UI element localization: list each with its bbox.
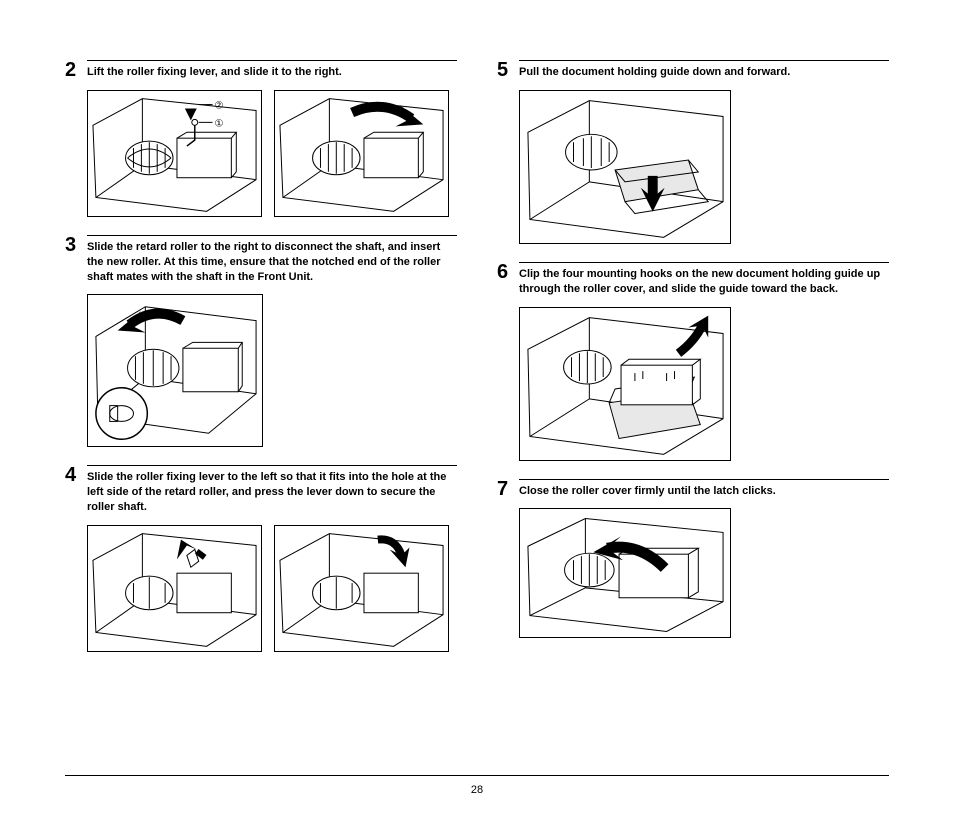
step-text: Clip the four mounting hooks on the new … (519, 267, 889, 297)
roller-lever-lift-svg: ② ① (88, 90, 261, 217)
step-text: Slide the roller fixing lever to the lef… (87, 470, 457, 515)
roller-insert-svg (88, 294, 262, 447)
horizontal-rule (519, 60, 889, 61)
step-text: Lift the roller fixing lever, and slide … (87, 65, 457, 80)
step-body: Slide the retard roller to the right to … (87, 235, 457, 448)
step-body: Pull the document holding guide down and… (519, 60, 889, 244)
illustration-row (519, 508, 889, 638)
step-5: 5 Pull the document holding guide down a… (497, 60, 889, 244)
step-text: Pull the document holding guide down and… (519, 65, 889, 80)
step-body: Clip the four mounting hooks on the new … (519, 262, 889, 461)
horizontal-rule (87, 235, 457, 236)
horizontal-rule (519, 479, 889, 480)
illustration-row (519, 307, 889, 461)
step-4: 4 Slide the roller fixing lever to the l… (65, 465, 457, 652)
callout-2: ② (215, 100, 224, 111)
step-3: 3 Slide the retard roller to the right t… (65, 235, 457, 448)
manual-page: 2 Lift the roller fixing lever, and slid… (0, 0, 954, 818)
illustration-row (87, 294, 457, 447)
illustration-roller-insert (87, 294, 263, 447)
illustration-lever-press-down (274, 525, 449, 652)
step-7: 7 Close the roller cover firmly until th… (497, 479, 889, 639)
horizontal-rule (87, 60, 457, 61)
callout-1: ① (215, 118, 224, 129)
horizontal-rule (519, 262, 889, 263)
horizontal-rule (87, 465, 457, 466)
illustration-guide-pull (519, 90, 731, 244)
illustration-lever-slide-left (87, 525, 262, 652)
illustration-row (87, 525, 457, 652)
right-column: 5 Pull the document holding guide down a… (497, 60, 889, 670)
illustration-guide-clip (519, 307, 731, 461)
page-number: 28 (0, 784, 954, 796)
step-6: 6 Clip the four mounting hooks on the ne… (497, 262, 889, 461)
roller-lever-slide-svg (275, 90, 448, 217)
step-body: Close the roller cover firmly until the … (519, 479, 889, 639)
illustration-row: ② ① (87, 90, 457, 217)
step-text: Close the roller cover firmly until the … (519, 484, 889, 499)
step-number: 6 (497, 262, 519, 461)
step-number: 7 (497, 479, 519, 639)
cover-close-svg (520, 508, 730, 638)
step-text: Slide the retard roller to the right to … (87, 240, 457, 285)
illustration-lever-lift: ② ① (87, 90, 262, 217)
step-number: 2 (65, 60, 87, 217)
step-2: 2 Lift the roller fixing lever, and slid… (65, 60, 457, 217)
guide-clip-svg (520, 307, 730, 461)
step-number: 4 (65, 465, 87, 652)
footer-rule (65, 775, 889, 776)
two-column-layout: 2 Lift the roller fixing lever, and slid… (65, 60, 889, 670)
step-body: Slide the roller fixing lever to the lef… (87, 465, 457, 652)
step-body: Lift the roller fixing lever, and slide … (87, 60, 457, 217)
illustration-row (519, 90, 889, 244)
left-column: 2 Lift the roller fixing lever, and slid… (65, 60, 457, 670)
illustration-lever-slide (274, 90, 449, 217)
guide-pull-svg (520, 90, 730, 244)
lever-press-down-svg (275, 525, 448, 652)
illustration-cover-close (519, 508, 731, 638)
step-number: 5 (497, 60, 519, 244)
lever-slide-left-svg (88, 525, 261, 652)
step-number: 3 (65, 235, 87, 448)
